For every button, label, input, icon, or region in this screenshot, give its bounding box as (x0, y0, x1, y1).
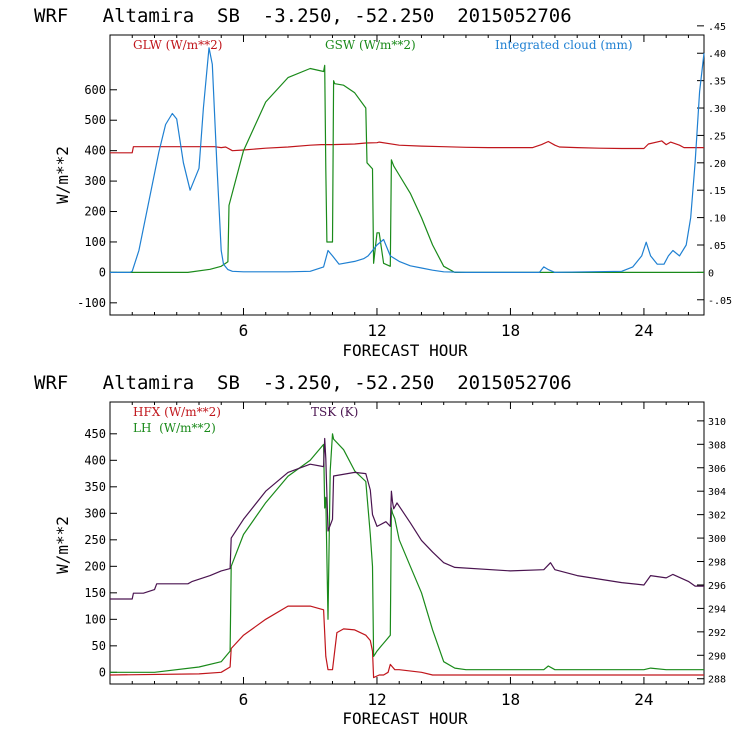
panel-2-title: WRF Altamira SB -3.250, -52.250 20150527… (34, 372, 572, 394)
y-tick-label: 300 (84, 506, 106, 520)
series-line-integrated (110, 47, 705, 273)
legend-lh: LH (W/m**2) (133, 421, 216, 435)
y2-tick-label: .25 (708, 131, 726, 142)
panel-1-x-axis-label: FORECAST HOUR (342, 341, 468, 360)
y-tick-label: 400 (84, 453, 106, 467)
y2-tick-label: 306 (708, 464, 726, 475)
y2-tick-label: .40 (708, 49, 726, 60)
y2-tick-label: .10 (708, 214, 726, 225)
y2-tick-label: .20 (708, 159, 726, 170)
y-tick-label: 300 (84, 174, 106, 188)
x-tick-label: 18 (501, 321, 520, 340)
y2-tick-label: -.05 (708, 296, 732, 307)
y2-tick-label: 292 (708, 628, 726, 639)
x-tick-label: 24 (634, 321, 653, 340)
panel-1-y-axis-label: W/m**2 (53, 146, 72, 204)
y-tick-label: 0 (99, 665, 106, 679)
panel-2: WRF Altamira SB -3.250, -52.250 20150527… (34, 372, 726, 728)
legend-tsk: TSK (K) (311, 405, 358, 419)
panel-2-series (109, 433, 704, 679)
series-line-tsk (110, 437, 704, 600)
y2-tick-label: 294 (708, 604, 726, 615)
y-tick-label: 50 (92, 639, 106, 653)
y-tick-label: 200 (84, 205, 106, 219)
series-line-gsw (110, 64, 704, 273)
y2-tick-label: .05 (708, 241, 726, 252)
y2-tick-label: 0 (708, 268, 714, 279)
panel-1: WRF Altamira SB -3.250, -52.250 20150527… (34, 5, 732, 360)
panel-2-ticks: 6 12 18 24 0 50 100 150 200 250 300 350 400 450 288 290… (84, 402, 726, 709)
x-tick-label: 6 (239, 321, 249, 340)
panel-1-series (110, 47, 705, 273)
x-tick-label: 12 (367, 690, 386, 709)
y2-tick-label: 302 (708, 511, 726, 522)
legend-glw: GLW (W/m**2) (133, 38, 222, 52)
legend-integrated-cloud: Integrated cloud (mm) (495, 38, 633, 52)
y-tick-label: 250 (84, 533, 106, 547)
y2-tick-label: 290 (708, 651, 726, 662)
panel-2-x-axis-label: FORECAST HOUR (342, 709, 468, 728)
y2-tick-label: .45 (708, 22, 726, 33)
y-tick-label: 500 (84, 113, 106, 127)
series-line-hfx (109, 605, 704, 679)
y-tick-label: 350 (84, 480, 106, 494)
y-tick-label: 100 (84, 235, 106, 249)
panel-1-title: WRF Altamira SB -3.250, -52.250 20150527… (34, 5, 572, 27)
panel-1-ticks: 6 12 18 24 -100 0 100 200 300 400 500 600 -.05 0 .05 .1… (77, 22, 732, 340)
y-tick-label: 600 (84, 83, 106, 97)
panel-2-y-axis-label: W/m**2 (53, 516, 72, 574)
y-tick-label: 200 (84, 559, 106, 573)
x-tick-label: 6 (239, 690, 249, 709)
y2-tick-label: 300 (708, 534, 726, 545)
y2-tick-label: .35 (708, 77, 726, 88)
legend-gsw: GSW (W/m**2) (325, 38, 416, 52)
x-tick-label: 24 (634, 690, 653, 709)
y2-tick-label: 298 (708, 558, 726, 569)
y2-tick-label: 310 (708, 417, 726, 428)
panel-2-plot-frame (109, 401, 705, 685)
series-line-lh (110, 433, 704, 673)
legend-hfx: HFX (W/m**2) (133, 405, 221, 419)
y-tick-label: 450 (84, 427, 106, 441)
y2-tick-label: 296 (708, 581, 726, 592)
y2-tick-label: 288 (708, 675, 726, 686)
x-tick-label: 18 (501, 690, 520, 709)
y-tick-label: 0 (99, 265, 106, 279)
y-tick-label: 100 (84, 612, 106, 626)
series-line-glw (110, 140, 704, 154)
y2-tick-label: 308 (708, 440, 726, 451)
panel-1-plot-frame (109, 34, 705, 316)
y-tick-label: -100 (77, 296, 106, 310)
y2-tick-label: .30 (708, 104, 726, 115)
x-tick-label: 12 (367, 321, 386, 340)
y-tick-label: 150 (84, 586, 106, 600)
y-tick-label: 400 (84, 144, 106, 158)
y2-tick-label: 304 (708, 487, 726, 498)
y2-tick-label: .15 (708, 186, 726, 197)
